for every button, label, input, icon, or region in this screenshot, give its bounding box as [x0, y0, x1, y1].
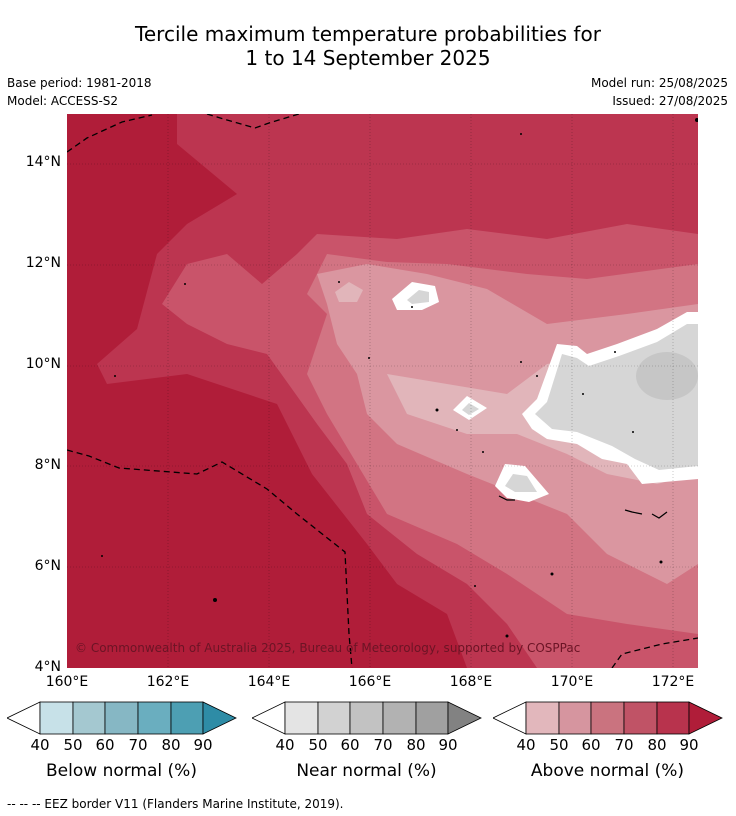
- lon-label-162e: 162°E: [146, 674, 190, 690]
- above-40-blob: [335, 282, 363, 302]
- below-swatch-0: [7, 701, 41, 735]
- near-swatch-0: [252, 701, 286, 735]
- islands: [101, 118, 698, 638]
- lat-label-6n: 6°N: [34, 558, 61, 574]
- model-name: Model: ACCESS-S2: [7, 94, 119, 108]
- above-swatch-3: [590, 701, 625, 735]
- above-tick-60: 60: [581, 736, 601, 754]
- model-run: Model run: 25/08/2025: [590, 76, 728, 90]
- near-swatch-6: [447, 701, 482, 735]
- near-swatch-4: [382, 701, 417, 735]
- near-blob-3: [505, 474, 537, 492]
- near-normal-colorbar: [252, 701, 482, 735]
- title-line-2: 1 to 14 September 2025: [245, 46, 491, 70]
- eez-footnote: -- -- -- EEZ border V11 (Flanders Marine…: [7, 797, 344, 811]
- issued-date: Issued: 27/08/2025: [612, 94, 728, 108]
- above-tick-90: 90: [679, 736, 699, 754]
- above-tick-50: 50: [549, 736, 569, 754]
- below-tick-90: 90: [193, 736, 213, 754]
- near-normal-dark-patch: [636, 352, 698, 400]
- above-normal-colorbar: [493, 701, 723, 735]
- meta-left: Base period: 1981-2018 Model: ACCESS-S2: [7, 74, 152, 110]
- above-tick-80: 80: [647, 736, 667, 754]
- near-tick-80: 80: [406, 736, 426, 754]
- lon-gridlines: [167, 114, 674, 668]
- below-swatch-3: [104, 701, 139, 735]
- eez-borders: [67, 114, 698, 668]
- above-swatch-1: [525, 701, 560, 735]
- lat-gridlines: [67, 163, 698, 568]
- above-swatch-4: [623, 701, 658, 735]
- near-tick-70: 70: [373, 736, 393, 754]
- near-swatch-1: [284, 701, 319, 735]
- near-blob-1: [407, 290, 429, 304]
- near-blob-2: [462, 403, 479, 415]
- lon-label-164e: 164°E: [247, 674, 291, 690]
- above-swatch-2: [558, 701, 592, 735]
- lat-label-8n: 8°N: [34, 457, 61, 473]
- lat-label-14n: 14°N: [25, 154, 61, 170]
- island-atolls: [498, 495, 668, 519]
- near-tick-60: 60: [340, 736, 360, 754]
- lat-label-10n: 10°N: [25, 356, 61, 372]
- base-period: Base period: 1981-2018: [7, 76, 152, 90]
- probability-map: [67, 114, 698, 668]
- below-tick-40: 40: [30, 736, 50, 754]
- above-normal-title: Above normal (%): [530, 761, 685, 781]
- above-swatch-6: [688, 701, 723, 735]
- below-swatch-6: [202, 701, 237, 735]
- below-tick-50: 50: [63, 736, 83, 754]
- above-tick-40: 40: [516, 736, 536, 754]
- above-swatch-0: [493, 701, 527, 735]
- lon-label-160e: 160°E: [45, 674, 89, 690]
- lon-label-172e: 172°E: [651, 674, 695, 690]
- lat-label-12n: 12°N: [25, 255, 61, 271]
- below-swatch-1: [39, 701, 74, 735]
- near-swatch-3: [349, 701, 384, 735]
- near-swatch-2: [317, 701, 351, 735]
- lon-label-170e: 170°E: [550, 674, 594, 690]
- below-tick-80: 80: [161, 736, 181, 754]
- map-title: Tercile maximum temperature probabilitie…: [0, 22, 736, 70]
- near-normal-title: Near normal (%): [296, 761, 437, 781]
- below-normal-title: Below normal (%): [46, 761, 197, 781]
- below-swatch-5: [170, 701, 204, 735]
- below-normal-colorbar: [7, 701, 237, 735]
- meta-right: Model run: 25/08/2025 Issued: 27/08/2025: [591, 74, 728, 110]
- near-tick-90: 90: [438, 736, 458, 754]
- title-line-1: Tercile maximum temperature probabilitie…: [135, 22, 601, 46]
- below-tick-60: 60: [95, 736, 115, 754]
- lat-label-4n: 4°N: [34, 659, 61, 675]
- above-tick-70: 70: [614, 736, 634, 754]
- below-tick-70: 70: [128, 736, 148, 754]
- near-swatch-5: [415, 701, 449, 735]
- below-swatch-2: [72, 701, 106, 735]
- lon-label-166e: 166°E: [348, 674, 392, 690]
- above-swatch-5: [656, 701, 690, 735]
- near-tick-50: 50: [308, 736, 328, 754]
- near-tick-40: 40: [275, 736, 295, 754]
- copyright-notice: © Commonwealth of Australia 2025, Bureau…: [75, 641, 581, 655]
- below-swatch-4: [137, 701, 172, 735]
- lon-label-168e: 168°E: [449, 674, 493, 690]
